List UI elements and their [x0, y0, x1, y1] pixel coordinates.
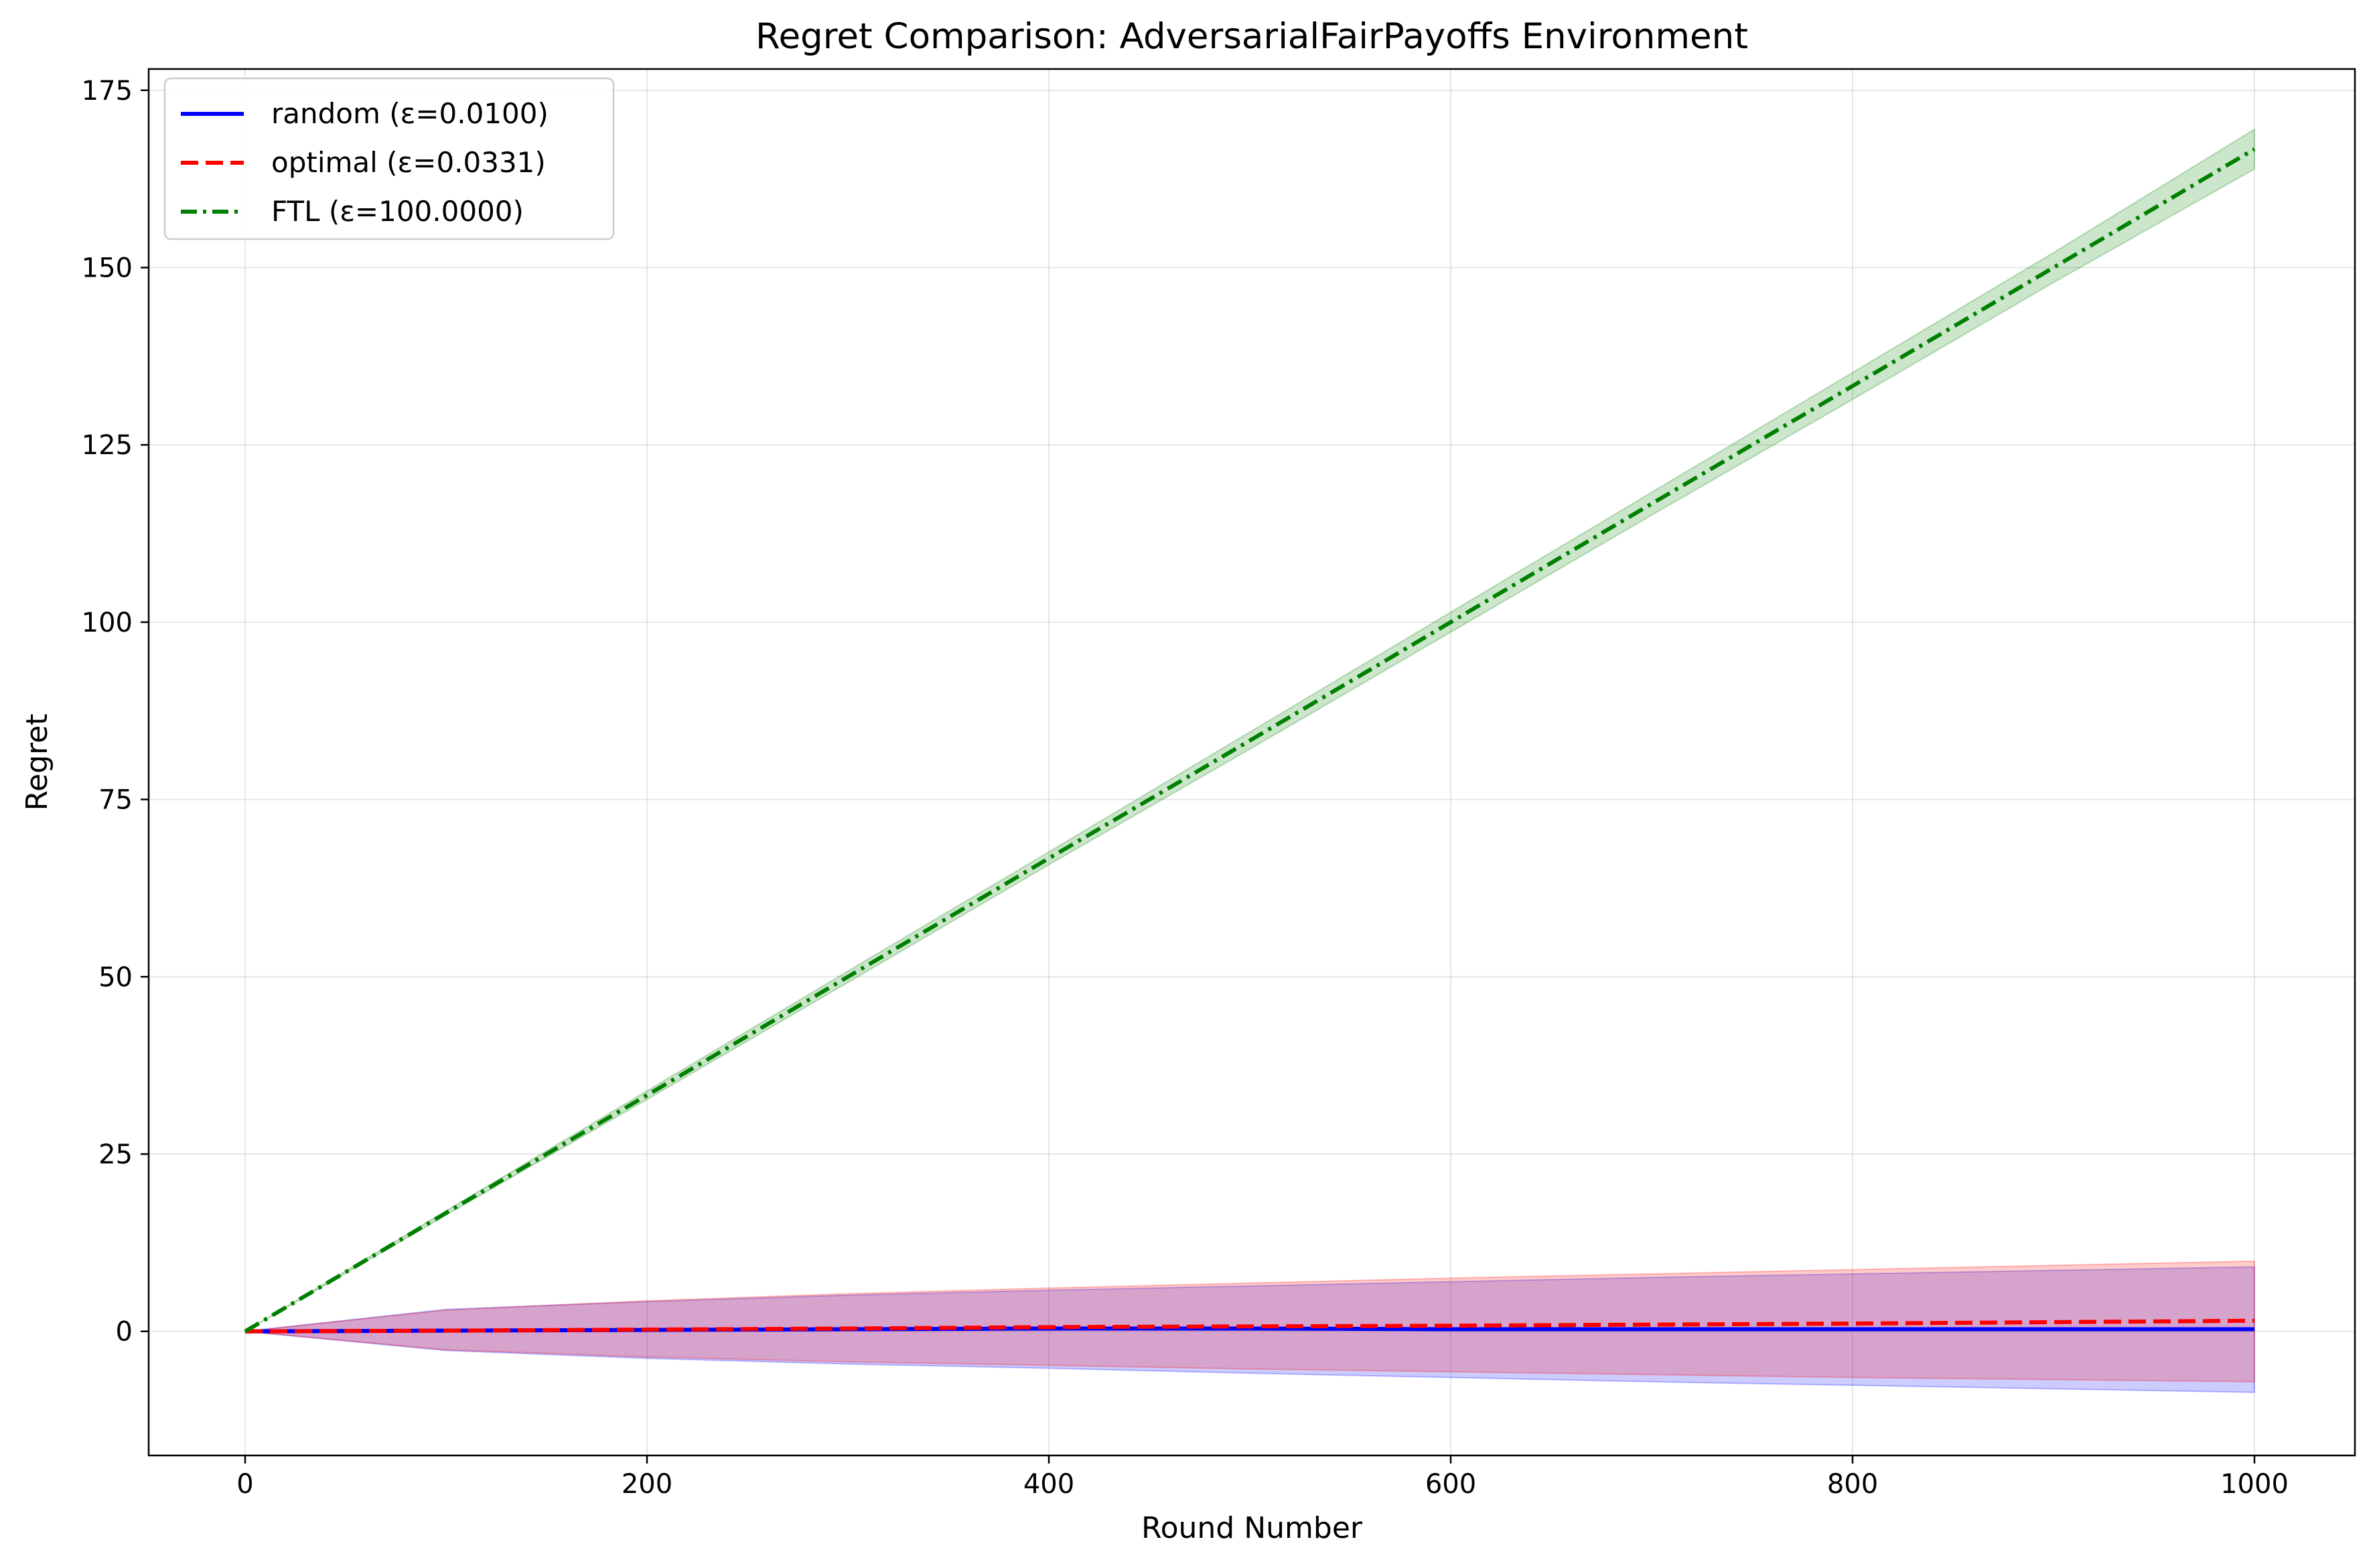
- x-tick-label: 1000: [2220, 1469, 2289, 1500]
- confidence-bands: [244, 128, 2255, 1393]
- x-tick-label: 0: [236, 1469, 253, 1500]
- series-line-1: [244, 1318, 2255, 1334]
- x-tick-label: 600: [1425, 1469, 1476, 1500]
- x-tick-label: 200: [622, 1469, 672, 1500]
- y-tick-label: 100: [82, 608, 133, 638]
- y-tick-label: 75: [98, 785, 133, 816]
- series-line-2: [244, 147, 2256, 1334]
- legend-label: random (ε=0.0100): [271, 97, 549, 130]
- plot-frame: [147, 68, 2356, 1457]
- legend-label: FTL (ε=100.0000): [271, 195, 524, 228]
- x-axis-label: Round Number: [1141, 1511, 1363, 1545]
- y-tick-label: 25: [98, 1139, 133, 1170]
- axis-ticks: 0 200 400 600 800 1000 0 25 50 75 100 125 150 175: [82, 76, 2289, 1500]
- x-tick-label: 400: [1023, 1469, 1074, 1500]
- y-tick-label: 125: [82, 430, 133, 461]
- confidence-band-1: [244, 1260, 2255, 1382]
- legend-label: optimal (ε=0.0331): [271, 146, 546, 179]
- confidence-band-2: [244, 128, 2255, 1332]
- y-tick-label: 150: [82, 253, 133, 283]
- y-tick-label: 0: [116, 1317, 133, 1348]
- legend-box: [163, 77, 615, 240]
- y-axis-label: Regret: [20, 713, 54, 810]
- series-lines: [244, 147, 2256, 1334]
- grid-lines: [149, 69, 2355, 1455]
- chart-title: Regret Comparison: AdversarialFairPayoff…: [755, 16, 1748, 57]
- x-tick-label: 800: [1827, 1469, 1878, 1500]
- legend: random (ε=0.0100) optimal (ε=0.0331) FTL (…: [163, 77, 615, 240]
- y-tick-label: 50: [98, 962, 133, 993]
- y-tick-label: 175: [82, 76, 133, 106]
